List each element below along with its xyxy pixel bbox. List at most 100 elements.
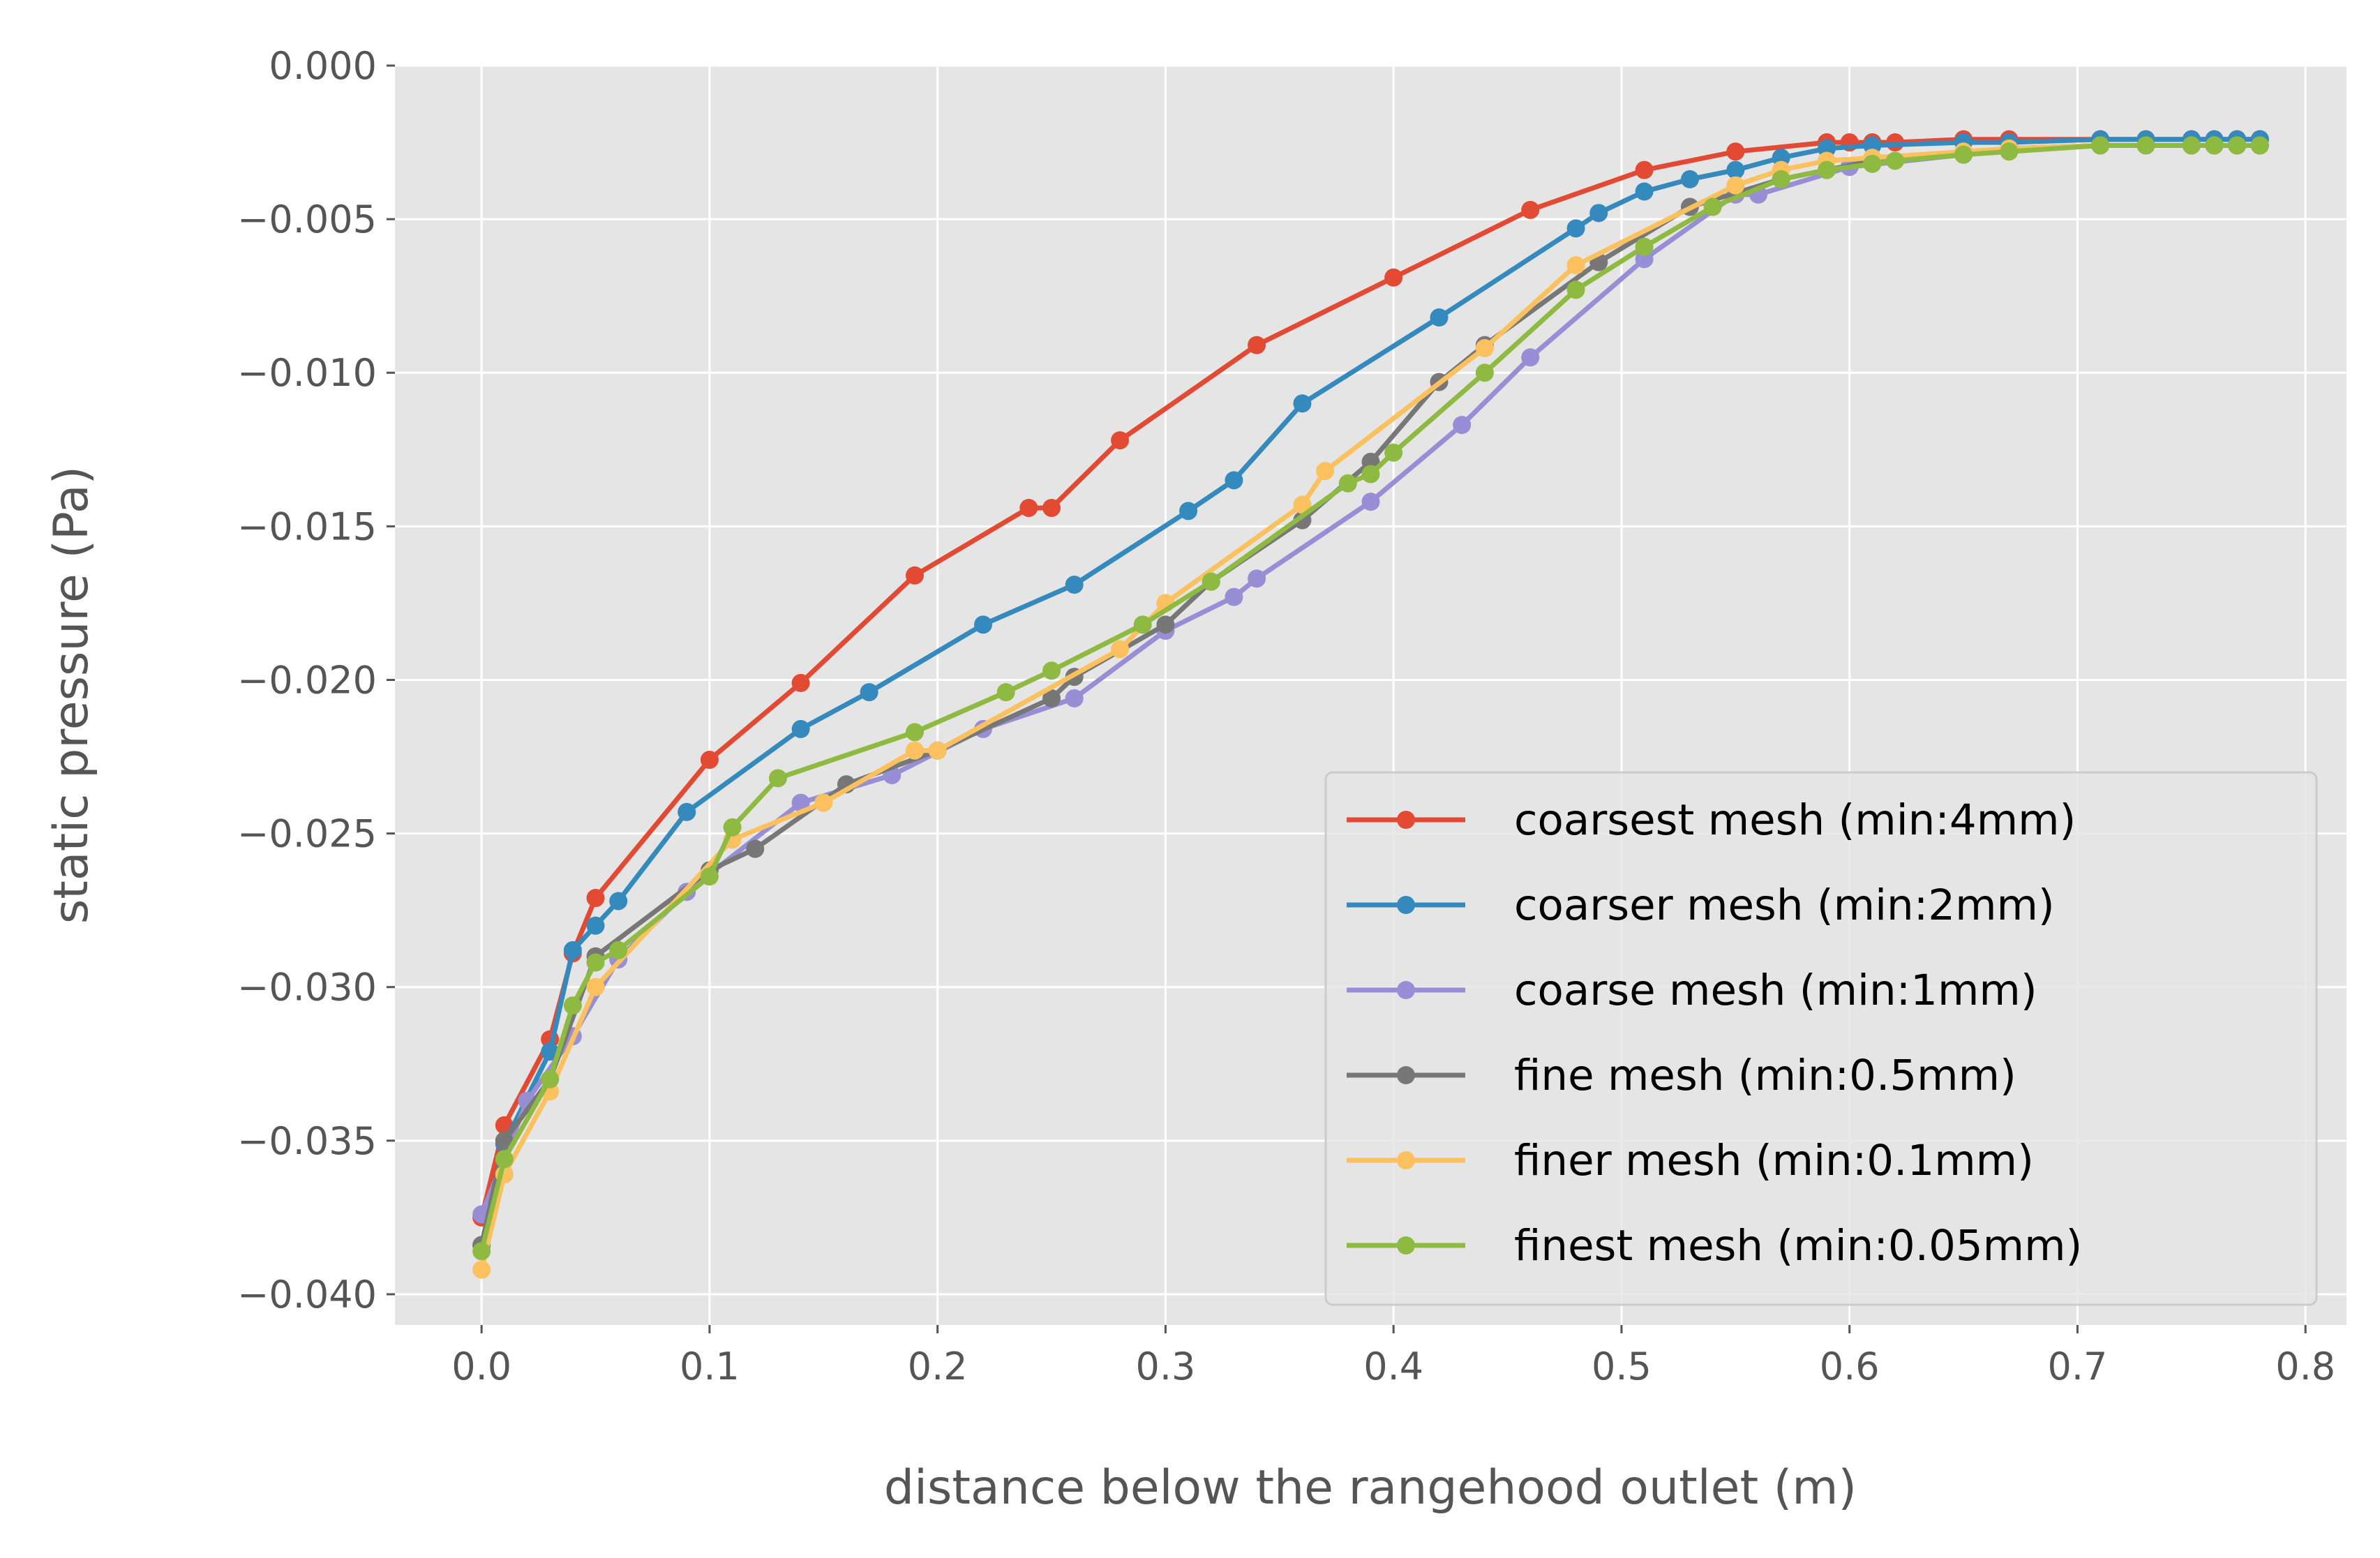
data-point xyxy=(678,802,696,821)
data-point xyxy=(1635,237,1654,256)
data-point xyxy=(1726,176,1745,195)
legend-marker xyxy=(1397,1236,1415,1254)
x-tick-label: 0.6 xyxy=(1820,1344,1880,1388)
data-point xyxy=(609,892,628,911)
legend-label: finest mesh (min:0.05mm) xyxy=(1514,1221,2082,1271)
data-point xyxy=(2182,136,2201,155)
data-point xyxy=(609,941,628,959)
legend-item: coarsest mesh (min:4mm) xyxy=(1347,795,2076,845)
data-point xyxy=(586,978,605,996)
y-axis-ticks: 0.000 −0.005 −0.010 −0.015 −0.020 −0.025 −0.03… xyxy=(237,44,395,1317)
data-point xyxy=(541,1070,560,1088)
data-point xyxy=(928,741,947,760)
data-point xyxy=(1475,339,1494,358)
x-tick-label: 0.4 xyxy=(1363,1344,1423,1388)
data-point xyxy=(1202,572,1220,591)
data-point xyxy=(1293,394,1312,413)
data-point xyxy=(1042,689,1061,707)
data-point xyxy=(586,889,605,908)
legend-marker xyxy=(1397,896,1415,914)
data-point xyxy=(2000,142,2019,161)
x-axis-ticks: 0.0 0.1 0.2 0.3 0.4 0.5 0.6 0.7 0.8 xyxy=(451,1325,2335,1388)
data-point xyxy=(1635,160,1654,179)
x-tick-label: 0.5 xyxy=(1592,1344,1652,1388)
legend-box xyxy=(1324,771,2318,1306)
data-point xyxy=(1338,474,1357,493)
data-point xyxy=(586,953,605,972)
data-point xyxy=(1361,465,1380,484)
series-6 xyxy=(472,136,2269,1261)
legend-label: fine mesh (min:0.5mm) xyxy=(1514,1051,2016,1100)
data-point xyxy=(996,683,1015,702)
data-point xyxy=(495,1131,514,1150)
x-tick-label: 0.1 xyxy=(680,1344,740,1388)
data-point xyxy=(1430,308,1449,327)
legend-item: coarser mesh (min:2mm) xyxy=(1347,881,2055,930)
data-point xyxy=(2091,136,2110,155)
data-point xyxy=(1179,502,1198,520)
data-point xyxy=(1225,471,1243,490)
data-point xyxy=(1475,364,1494,382)
data-point xyxy=(1316,462,1335,481)
legend-marker xyxy=(1397,981,1415,999)
y-tick-label: −0.040 xyxy=(237,1273,377,1317)
data-point xyxy=(1065,689,1084,707)
data-point xyxy=(974,615,993,634)
data-point xyxy=(1772,170,1790,188)
data-point xyxy=(563,941,582,959)
data-point xyxy=(700,867,719,886)
data-point xyxy=(1680,170,1699,188)
data-point xyxy=(1156,615,1175,634)
legend-item: coarse mesh (min:1mm) xyxy=(1347,966,2037,1015)
data-point xyxy=(1384,268,1403,287)
data-point xyxy=(905,723,924,742)
y-tick-label: 0.000 xyxy=(269,44,377,88)
data-point xyxy=(1042,498,1061,517)
data-point xyxy=(1635,182,1654,201)
x-tick-label: 0.0 xyxy=(451,1344,511,1388)
data-point xyxy=(1521,348,1540,367)
data-point xyxy=(791,673,810,692)
legend-item: fine mesh (min:0.5mm) xyxy=(1347,1051,2016,1100)
data-point xyxy=(905,566,924,585)
legend-item: finer mesh (min:0.1mm) xyxy=(1347,1136,2034,1185)
data-point xyxy=(1703,197,1722,216)
data-point xyxy=(1361,493,1380,511)
x-tick-label: 0.8 xyxy=(2275,1344,2335,1388)
data-point xyxy=(1521,200,1540,219)
data-point xyxy=(1863,154,1882,173)
x-tick-label: 0.2 xyxy=(908,1344,968,1388)
x-axis-label: distance below the rangehood outlet (m) xyxy=(884,1460,1857,1515)
data-point xyxy=(2136,136,2155,155)
y-tick-label: −0.025 xyxy=(237,812,377,856)
data-point xyxy=(791,719,810,738)
legend-label: coarsest mesh (min:4mm) xyxy=(1514,795,2076,845)
data-point xyxy=(1384,443,1403,462)
legend-label: coarse mesh (min:1mm) xyxy=(1514,966,2037,1015)
data-point xyxy=(1566,256,1585,275)
data-point xyxy=(860,683,878,702)
data-point xyxy=(2205,136,2224,155)
y-tick-label: −0.010 xyxy=(237,351,377,395)
data-point xyxy=(746,839,765,858)
y-tick-label: −0.020 xyxy=(237,658,377,702)
data-point xyxy=(1225,587,1243,606)
series-layer xyxy=(472,130,2269,1279)
data-point xyxy=(1248,336,1266,354)
data-point xyxy=(472,1260,491,1279)
data-point xyxy=(768,769,787,788)
data-point xyxy=(1818,160,1836,179)
data-point xyxy=(1065,576,1084,594)
data-point xyxy=(1111,431,1130,450)
data-point xyxy=(1248,569,1266,588)
data-point xyxy=(1019,498,1038,517)
data-point xyxy=(563,996,582,1015)
data-point xyxy=(1453,416,1472,435)
legend-marker xyxy=(1397,1151,1415,1169)
legend-marker xyxy=(1397,811,1415,829)
data-point xyxy=(1111,640,1130,659)
data-point xyxy=(905,741,924,760)
legend: coarsest mesh (min:4mm) coarser mesh (min… xyxy=(1324,771,2318,1306)
data-point xyxy=(791,793,810,812)
